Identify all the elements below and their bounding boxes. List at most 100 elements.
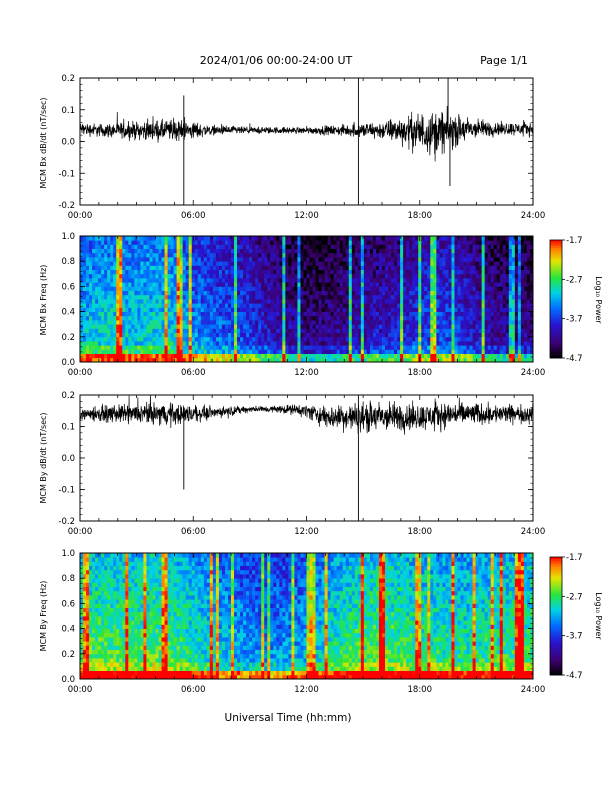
bx-spec-cell <box>185 332 190 338</box>
bx-spec-cell <box>92 273 96 279</box>
bx-spec-cell <box>119 349 123 354</box>
bx-spec-cell <box>436 290 440 296</box>
bx-spec-cell <box>436 357 440 363</box>
bx-spec-cell <box>197 315 202 321</box>
by-spec-cell <box>80 586 84 592</box>
bx-spec-cell <box>394 336 398 342</box>
bx-spec-cell <box>140 307 144 312</box>
bx-spec-cell <box>433 248 437 254</box>
bx-spec-cell <box>273 273 277 279</box>
bx-spec-cell <box>321 236 326 241</box>
bx-spec-cell <box>101 294 105 300</box>
bx-spec-cell <box>128 286 132 291</box>
bx-spec-cell <box>125 357 129 363</box>
bx-spec-cell <box>273 290 277 296</box>
bx-spec-cell <box>385 282 389 287</box>
bx-spec-cell <box>388 303 392 308</box>
bx-spec-cell <box>185 278 190 283</box>
bx-spec-cell <box>382 257 386 262</box>
bx-spec-cell <box>469 278 473 283</box>
bx-spec-cell <box>224 311 229 317</box>
bx-spec-cell <box>273 299 277 304</box>
bx-spec-cell <box>372 307 377 312</box>
bx-spec-cell <box>249 311 253 317</box>
bx-spec-cell <box>342 282 347 287</box>
bx-spec-cell <box>92 307 96 312</box>
bx-spec-cell <box>418 240 422 245</box>
bx-spec-cell <box>255 307 259 312</box>
bx-spec-cell <box>454 349 458 354</box>
bx-spec-cell <box>415 353 419 359</box>
bx-spec-cell <box>336 265 341 270</box>
bx-spec-cell <box>140 273 144 279</box>
bx-spec-cell <box>382 294 386 300</box>
bx-spec-cell <box>110 278 114 283</box>
bx-spec-cell <box>98 349 102 354</box>
bx-spec-cell <box>218 328 223 333</box>
bx-spec-cell <box>400 252 404 258</box>
bx-spec-cell <box>372 252 377 258</box>
bx-spec-cell <box>448 294 452 300</box>
bx-spec-cell <box>188 307 193 312</box>
bx-spec-cell <box>291 328 295 333</box>
bx-spec-cell <box>336 252 341 258</box>
bx-spec-cell <box>288 336 292 342</box>
bx-spec-cell <box>400 324 404 329</box>
bx-spec-cell <box>285 257 289 262</box>
bx-spec-cell <box>511 294 516 300</box>
bx-spec-cell <box>267 278 271 283</box>
bx-spec-cell <box>363 269 368 275</box>
bx-spec-cell <box>200 341 205 346</box>
bx-spec-cell <box>291 357 295 363</box>
bx-spec-cell <box>80 336 84 342</box>
bx-spec-cell <box>508 311 513 317</box>
bx-spec-cell <box>466 257 470 262</box>
bx-spec-cell <box>197 252 202 258</box>
bx-spec-cell <box>291 349 295 354</box>
bx-spec-cell <box>240 303 244 308</box>
bx-spec-cell <box>191 265 196 270</box>
bx-spec-cell <box>224 273 229 279</box>
bx-spec-cell <box>372 265 377 270</box>
bx-spec-cell <box>490 257 495 262</box>
bx-spec-cell <box>475 299 480 304</box>
bx-spec-cell <box>445 353 449 359</box>
bx-spec-cell <box>415 345 419 350</box>
bx-spec-cell <box>436 261 440 266</box>
bx-spec-cell <box>194 278 199 283</box>
bx-spec-cell <box>128 315 132 321</box>
bx-spec-cell <box>385 299 389 304</box>
bx-spec-cell <box>140 345 144 350</box>
bx-spec-cell <box>442 320 446 325</box>
bx-spec-cell <box>276 265 280 270</box>
bx-spec-cell <box>83 265 87 270</box>
bx-spec-cell <box>481 269 486 275</box>
bx-spec-cell <box>339 252 344 258</box>
bx-spec-cell <box>327 315 332 321</box>
bx-spec-cell <box>400 282 404 287</box>
bx-spec-cell <box>113 349 117 354</box>
bx-spec-cell <box>215 269 220 275</box>
bx-spec-cell <box>333 286 338 291</box>
bx-spec-cell <box>146 257 150 262</box>
bx-spec-cell <box>270 240 274 245</box>
bx-spec-cell <box>182 320 187 325</box>
bx-spec-cell <box>240 252 244 258</box>
bx-spec-cell <box>526 294 531 300</box>
bx-spec-cell <box>418 265 422 270</box>
bx-spec-cell <box>430 311 434 317</box>
bx-spec-cell <box>167 244 171 249</box>
bx-spec-cell <box>158 332 162 338</box>
bx-spec-cell <box>454 236 458 241</box>
bx-spec-cell <box>430 244 434 249</box>
bx-spec-cell <box>276 236 280 241</box>
bx-spec-cell <box>240 332 244 338</box>
bx-spec-cell <box>110 244 114 249</box>
bx-spec-cell <box>185 324 190 329</box>
bx-spec-cell <box>246 236 250 241</box>
bx-spec-cell <box>188 252 193 258</box>
bx-spec-cell <box>460 357 464 363</box>
bx-spec-cell <box>318 252 322 258</box>
bx-spec-cell <box>194 236 199 241</box>
bx-spec-cell <box>496 294 501 300</box>
